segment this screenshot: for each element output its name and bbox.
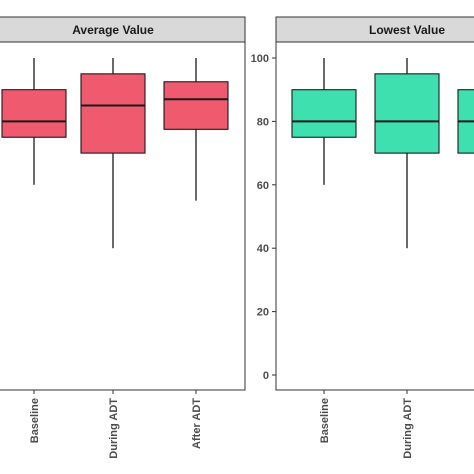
x-tick-label: During ADT (108, 398, 120, 459)
panel-average-value: Average Value Baseline During ADT After ADT (0, 16, 246, 459)
facet-title: Lowest Value (369, 23, 445, 37)
box-after-adt (163, 58, 229, 201)
panel-lowest-value: Lowest Value Baseline During ADT 0 20 40 60 80 1… (251, 16, 474, 459)
facet-strip (275, 16, 474, 43)
box-iqr (374, 73, 440, 154)
box-during-adt (80, 58, 146, 249)
y-tick-label: 20 (257, 307, 269, 319)
facet-title: Average Value (72, 23, 154, 37)
box-iqr (163, 81, 229, 130)
y-tick-label: 80 (257, 116, 269, 128)
x-tick-label: Baseline (319, 398, 331, 443)
box-after-adt (457, 89, 474, 154)
box-baseline (291, 58, 357, 185)
y-tick-label: 40 (257, 243, 269, 255)
y-tick-label: 60 (257, 180, 269, 192)
box-iqr (291, 89, 357, 138)
x-tick-label: After ADT (191, 398, 203, 449)
facet-strip (0, 16, 246, 43)
box-iqr (80, 73, 146, 154)
x-tick-label: During ADT (402, 398, 414, 459)
box-during-adt (374, 58, 440, 249)
panel-border (275, 41, 474, 391)
y-tick-label: 100 (251, 53, 269, 65)
panel-border (0, 41, 246, 391)
y-tick-label: 0 (263, 370, 269, 382)
box-baseline (1, 58, 67, 185)
box-iqr (1, 89, 67, 138)
x-tick-label: Baseline (29, 398, 41, 443)
